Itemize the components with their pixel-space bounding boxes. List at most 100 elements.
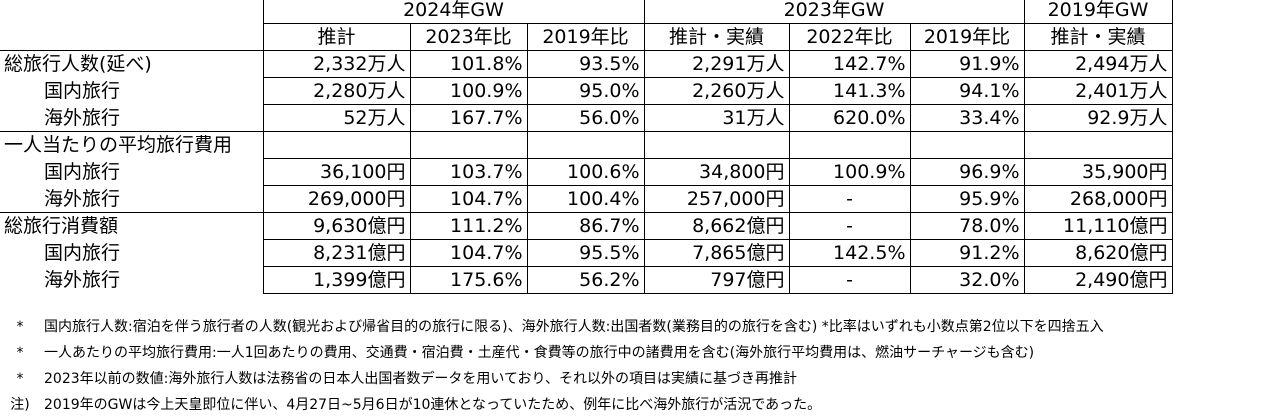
table-cell: 93.5%	[526, 50, 645, 78]
subhead-2024-vs-2023: 2023年比	[409, 23, 528, 51]
table-cell: 32.0%	[909, 266, 1025, 294]
table-cell: 94.1%	[909, 77, 1025, 105]
table-row: 国内旅行 36,100円 103.7% 100.6% 34,800円 100.9% 96.9…	[0, 158, 1173, 186]
table-cell: 92.9万人	[1023, 104, 1173, 132]
footnote-text: 国内旅行人数:宿泊を伴う旅行者の人数(観光および帰省目的の旅行に限る)、海外旅行…	[44, 319, 1104, 335]
table-row: 海外旅行 1,399億円 175.6% 56.2% 797億円 -32.0% 2,490億円	[0, 266, 1173, 294]
table-cell: 86.7%	[526, 212, 645, 240]
table-cell: 2,280万人	[262, 77, 411, 105]
table-cell: 269,000円	[262, 185, 411, 213]
footnote-mark: 注)	[10, 397, 30, 413]
group-header-2019: 2019年GW	[1023, 0, 1173, 24]
group-header-2023: 2023年GW	[643, 0, 1025, 24]
table-cell: 2,401万人	[1023, 77, 1173, 105]
table-cell: 100.6%	[526, 158, 645, 186]
table-row: 総旅行消費額 9,630億円 111.2% 86.7% 8,662億円 -78.0% 11,…	[0, 212, 1173, 240]
table-cell: 620.0%	[788, 104, 911, 132]
table-cell: 91.9%	[909, 50, 1025, 78]
footnote: 注) 2019年のGWは今上天皇即位に伴い、4月27日~5月6日が10連休となって…	[0, 392, 1104, 418]
table-cell	[409, 131, 528, 159]
table-cell: 175.6%	[409, 266, 528, 294]
table-cell: 100.4%	[526, 185, 645, 213]
table-cell: 257,000円	[643, 185, 790, 213]
table-row: 海外旅行 52万人 167.7% 56.0% 31万人 620.0% 33.4% 92.9万人	[0, 104, 1173, 132]
subhead-2023-vs-2022: 2022年比	[788, 23, 911, 51]
table-cell	[526, 131, 645, 159]
table-cell: 142.7%	[788, 50, 911, 78]
footnote: * 国内旅行人数:宿泊を伴う旅行者の人数(観光および帰省目的の旅行に限る)、海外旅…	[0, 314, 1104, 340]
header-row-subheads: 推計 2023年比 2019年比 推計・実績 2022年比 2019年比 推計・…	[0, 23, 1173, 51]
subhead-2024-vs-2019: 2019年比	[526, 23, 645, 51]
table-cell: 142.5%	[788, 239, 911, 267]
table-cell: 95.0%	[526, 77, 645, 105]
table-cell	[643, 131, 790, 159]
table-cell: 31万人	[643, 104, 790, 132]
table-cell: 8,662億円	[643, 212, 790, 240]
table-cell: 11,110億円	[1023, 212, 1173, 240]
table-cell: -	[788, 212, 911, 240]
table-cell: 56.2%	[526, 266, 645, 294]
table-cell: 100.9%	[788, 158, 911, 186]
header-row-groups: 2024年GW 2023年GW 2019年GW	[0, 0, 1173, 24]
row-label: 海外旅行	[0, 185, 264, 213]
table-cell: 2,332万人	[262, 50, 411, 78]
row-label: 海外旅行	[0, 266, 264, 294]
table-cell: 78.0%	[909, 212, 1025, 240]
table-corner	[0, 24, 263, 51]
group-header-2024: 2024年GW	[262, 0, 645, 24]
footnote: * 2023年以前の数値:海外旅行人数は法務省の日本人出国者数データを用いており、…	[0, 366, 1104, 392]
table-cell: 2,494万人	[1023, 50, 1173, 78]
table-cell: 2,260万人	[643, 77, 790, 105]
table-row: 総旅行人数(延べ) 2,332万人 101.8% 93.5% 2,291万人 142.7%…	[0, 50, 1173, 78]
table-cell: 95.9%	[909, 185, 1025, 213]
footnote-mark: *	[16, 319, 24, 335]
table-cell: 96.9%	[909, 158, 1025, 186]
table-cell: 268,000円	[1023, 185, 1173, 213]
table-cell: 52万人	[262, 104, 411, 132]
table-corner	[0, 0, 263, 24]
table-cell: 103.7%	[409, 158, 528, 186]
table-cell	[262, 131, 411, 159]
subhead-2019-estimate-actual: 推計・実績	[1023, 23, 1173, 51]
subhead-2023-vs-2019: 2019年比	[909, 23, 1025, 51]
row-label: 総旅行消費額	[0, 212, 264, 240]
table-cell: 34,800円	[643, 158, 790, 186]
table-cell: 2,291万人	[643, 50, 790, 78]
subhead-2023-estimate-actual: 推計・実績	[643, 23, 790, 51]
table-cell: 9,630億円	[262, 212, 411, 240]
table-cell: 35,900円	[1023, 158, 1173, 186]
footnote-text: 一人あたりの平均旅行費用:一人1回あたりの費用、交通費・宿泊費・土産代・食費等の…	[44, 345, 1035, 361]
table-row: 一人当たりの平均旅行費用	[0, 131, 1173, 159]
table-cell: 104.7%	[409, 239, 528, 267]
table-row: 国内旅行 2,280万人 100.9% 95.0% 2,260万人 141.3% 94.1%…	[0, 77, 1173, 105]
table-cell: 1,399億円	[262, 266, 411, 294]
row-label: 国内旅行	[0, 239, 264, 267]
table-cell: 33.4%	[909, 104, 1025, 132]
table-cell	[788, 131, 911, 159]
table-cell: 797億円	[643, 266, 790, 294]
footnotes: * 国内旅行人数:宿泊を伴う旅行者の人数(観光および帰省目的の旅行に限る)、海外旅…	[0, 314, 1104, 418]
footnote-text: 2019年のGWは今上天皇即位に伴い、4月27日~5月6日が10連休となっていた…	[44, 397, 822, 413]
table-row: 国内旅行 8,231億円 104.7% 95.5% 7,865億円 142.5% 91.2%…	[0, 239, 1173, 267]
footnote-text: 2023年以前の数値:海外旅行人数は法務省の日本人出国者数データを用いており、そ…	[44, 371, 797, 387]
table-cell: 91.2%	[909, 239, 1025, 267]
table-cell: 2,490億円	[1023, 266, 1173, 294]
row-label: 国内旅行	[0, 77, 264, 105]
table-row: 海外旅行 269,000円 104.7% 100.4% 257,000円 -95.9% 26…	[0, 185, 1173, 213]
table-cell: -	[788, 266, 911, 294]
subhead-2024-estimate: 推計	[262, 23, 411, 51]
table-cell	[1023, 131, 1173, 159]
row-label: 総旅行人数(延べ)	[0, 50, 264, 78]
table-cell	[909, 131, 1025, 159]
table-cell: 167.7%	[409, 104, 528, 132]
table-cell: 7,865億円	[643, 239, 790, 267]
footnote: * 一人あたりの平均旅行費用:一人1回あたりの費用、交通費・宿泊費・土産代・食費等…	[0, 340, 1104, 366]
table-cell: 141.3%	[788, 77, 911, 105]
table-cell: -	[788, 185, 911, 213]
table-cell: 104.7%	[409, 185, 528, 213]
row-label: 国内旅行	[0, 158, 264, 186]
table-cell: 111.2%	[409, 212, 528, 240]
table-cell: 8,231億円	[262, 239, 411, 267]
table-cell: 36,100円	[262, 158, 411, 186]
footnote-mark: *	[16, 345, 24, 361]
